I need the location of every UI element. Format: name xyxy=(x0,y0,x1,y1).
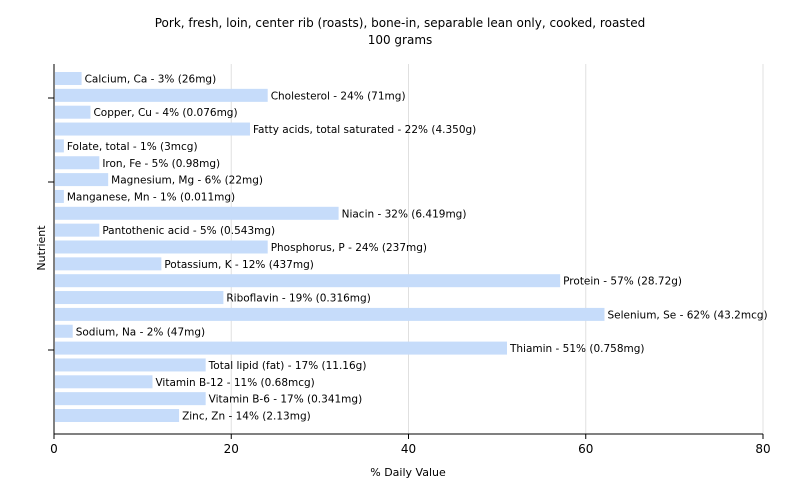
bar xyxy=(55,307,605,321)
bar-label: Selenium, Se - 62% (43.2mcg) xyxy=(607,309,767,321)
bar xyxy=(55,206,339,220)
bar xyxy=(55,139,64,153)
bar-label: Iron, Fe - 5% (0.98mg) xyxy=(102,158,220,170)
bar-label: Protein - 57% (28.72g) xyxy=(563,276,682,288)
bar-label: Fatty acids, total saturated - 22% (4.35… xyxy=(253,124,476,136)
x-tick-label: 60 xyxy=(578,442,593,456)
bar-label: Potassium, K - 12% (437mg) xyxy=(164,259,314,271)
bar-label: Vitamin B-12 - 11% (0.68mcg) xyxy=(155,377,314,389)
bar xyxy=(55,358,206,372)
x-tick-labels: 0 20 40 60 80 xyxy=(50,434,771,456)
x-axis-label: % Daily Value xyxy=(370,466,446,479)
bar xyxy=(55,88,268,102)
bar xyxy=(55,341,507,355)
bar-label: Manganese, Mn - 1% (0.011mg) xyxy=(67,191,235,203)
bar xyxy=(55,291,224,305)
bar xyxy=(55,257,162,271)
bar xyxy=(55,409,180,422)
x-tick-label: 0 xyxy=(50,442,58,456)
bar-label: Calcium, Ca - 3% (26mg) xyxy=(85,74,217,86)
bar xyxy=(55,274,561,288)
bar-label: Vitamin B-6 - 17% (0.341mg) xyxy=(209,394,363,406)
x-tick-label: 20 xyxy=(224,442,239,456)
bar xyxy=(55,392,206,406)
chart-title: Pork, fresh, loin, center rib (roasts), … xyxy=(155,16,646,30)
x-tick-label: 80 xyxy=(755,442,770,456)
bar xyxy=(55,375,153,389)
bar-label: Sodium, Na - 2% (47mg) xyxy=(76,326,205,338)
bar xyxy=(55,156,100,170)
bar xyxy=(55,105,91,119)
bar xyxy=(55,223,100,237)
bar-label: Phosphorus, P - 24% (237mg) xyxy=(271,242,427,254)
bar xyxy=(55,240,268,254)
bar xyxy=(55,72,82,85)
bar-label: Folate, total - 1% (3mcg) xyxy=(67,141,198,153)
bar-label: Niacin - 32% (6.419mg) xyxy=(342,208,467,220)
bar-label: Thiamin - 51% (0.758mg) xyxy=(509,343,645,355)
bar xyxy=(55,189,64,203)
x-tick-label: 40 xyxy=(401,442,416,456)
bars-group: Calcium, Ca - 3% (26mg) Cholesterol - 24%… xyxy=(55,72,768,423)
bar-label: Cholesterol - 24% (71mg) xyxy=(271,90,406,102)
bar xyxy=(55,324,73,338)
bar-label: Total lipid (fat) - 17% (11.16g) xyxy=(208,360,367,372)
bar xyxy=(55,122,250,136)
bar-label: Magnesium, Mg - 6% (22mg) xyxy=(111,175,263,187)
bar-label: Pantothenic acid - 5% (0.543mg) xyxy=(102,225,275,237)
bar-label: Copper, Cu - 4% (0.076mg) xyxy=(93,107,237,119)
bar-label: Zinc, Zn - 14% (2.13mg) xyxy=(182,411,311,423)
bar-label: Riboflavin - 19% (0.316mg) xyxy=(226,293,370,305)
chart-subtitle: 100 grams xyxy=(368,33,433,47)
bar xyxy=(55,173,109,187)
y-axis-label: Nutrient xyxy=(35,225,48,271)
